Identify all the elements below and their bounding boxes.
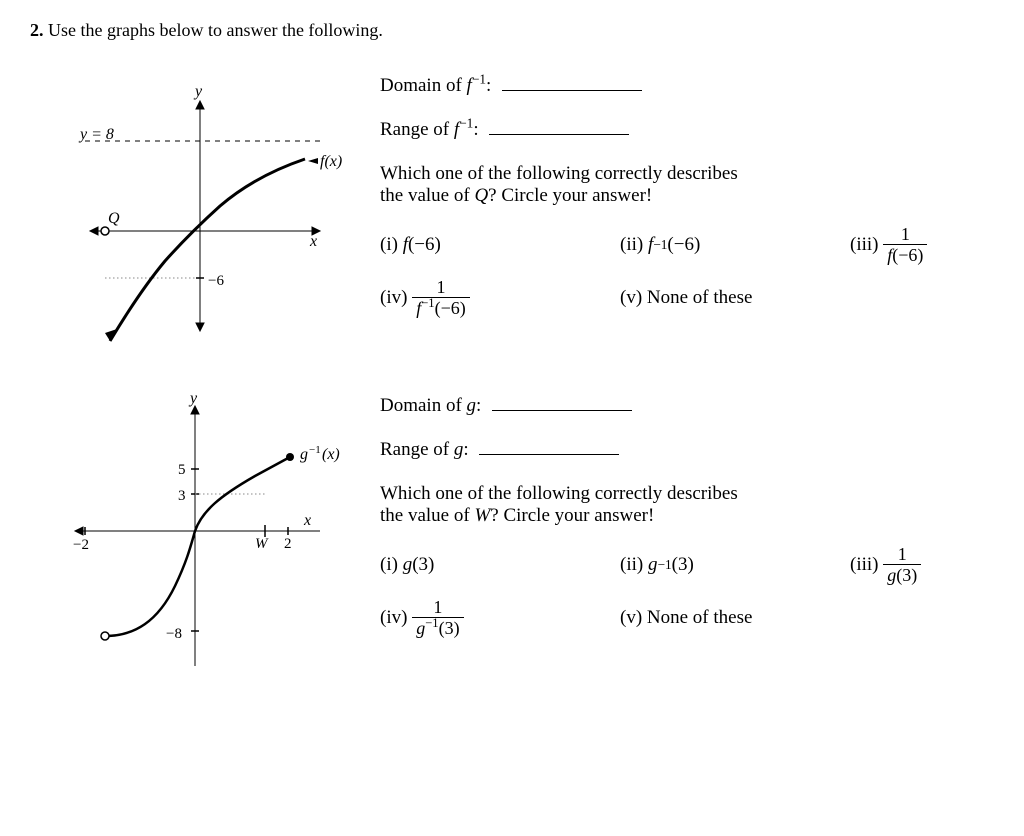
choice-iii[interactable]: (iii) 1 f(−6) (850, 225, 957, 278)
part1-text: Domain of f−1: Range of f−1: Which one o… (370, 71, 994, 331)
y-axis-label: y (193, 83, 203, 100)
mc-line2b-w: ? Circle your answer! (490, 505, 654, 526)
mc-line1: Which one of the following correctly des… (380, 163, 738, 184)
choice-ii-arg: (−6) (667, 234, 700, 256)
mc-line2b: ? Circle your answer! (488, 185, 652, 206)
choice-w-v[interactable]: (v) None of these (620, 598, 782, 651)
curve-label-g: g (300, 446, 308, 463)
domain-prompt-f: Domain of f−1: (380, 71, 994, 97)
graph-f: y x y = 8 f(x) Q −6 (30, 71, 370, 351)
curve-label-g-arg: (x) (322, 446, 340, 463)
choice-iii-frac: 1 f(−6) (883, 225, 927, 264)
tick-2: 2 (284, 536, 292, 552)
choice-w-i[interactable]: (i) g(3) (380, 545, 620, 598)
choice-iii-label: (iii) (850, 234, 879, 256)
x-axis-label: x (309, 233, 317, 250)
frac-num: 1 (883, 545, 921, 565)
choice-i-arg: (−6) (408, 234, 441, 256)
frac-den: f−1(−6) (412, 298, 470, 317)
choice-ii-label: (ii) (620, 554, 643, 576)
graph-f-svg: y x y = 8 f(x) Q −6 (30, 71, 350, 351)
choice-iii-frac: 1 g(3) (883, 545, 921, 584)
choice-w-ii[interactable]: (ii) g−1(3) (620, 545, 850, 598)
x-axis-label-g: x (303, 512, 311, 529)
question-header: 2. Use the graphs below to answer the fo… (30, 20, 994, 41)
choice-v[interactable]: (v) None of these (620, 278, 782, 331)
frac-num: 1 (412, 278, 470, 298)
choice-iii-label: (iii) (850, 554, 879, 576)
frac-den: g(3) (883, 565, 921, 584)
frac-num: 1 (883, 225, 927, 245)
choice-i[interactable]: (i) f(−6) (380, 225, 620, 278)
asymptote-label: y = 8 (78, 126, 114, 143)
mc-line2a: the value of (380, 185, 474, 206)
blank-line (502, 71, 642, 91)
domain-label-g: Domain of (380, 395, 467, 416)
range-label: Range of (380, 119, 454, 140)
point-q-label: Q (108, 210, 120, 227)
frac-den: f(−6) (883, 245, 927, 264)
tick-5: 5 (178, 462, 186, 478)
choice-ii-label: (ii) (620, 234, 643, 256)
tick-m8: −8 (166, 626, 182, 642)
range-prompt-g: Range of g: (380, 435, 994, 461)
tick-minus6: −6 (208, 273, 224, 289)
part2-text: Domain of g: Range of g: Which one of th… (370, 391, 994, 651)
choice-v-text: None of these (647, 607, 753, 629)
choice-ii-f: g (648, 554, 658, 576)
frac-den: g−1(3) (412, 618, 463, 637)
choice-i-f: g (403, 554, 413, 576)
blank-line (492, 391, 632, 411)
y-axis-label-g: y (188, 391, 198, 407)
curve-label-f: f(x) (320, 153, 342, 170)
mc-var-q: Q (474, 185, 488, 206)
domain-label: Domain of (380, 75, 467, 96)
choice-i-label: (i) (380, 554, 398, 576)
choice-iv-frac: 1 f−1(−6) (412, 278, 470, 317)
choice-v-text: None of these (647, 287, 753, 309)
choices-w: (i) g(3) (ii) g−1(3) (iii) 1 g(3) (iv) 1… (380, 545, 994, 651)
choice-ii[interactable]: (ii) f−1(−6) (620, 225, 850, 278)
choice-v-label: (v) (620, 287, 642, 309)
domain-prompt-g: Domain of g: (380, 391, 994, 417)
mc-prompt-w: Which one of the following correctly des… (380, 483, 994, 527)
range-label-g: Range of (380, 439, 454, 460)
part-2: y x 5 3 −8 2 W −2 g −1 (x) Domain of g: … (30, 391, 994, 691)
choice-ii-arg: (3) (672, 554, 694, 576)
tick-3: 3 (178, 488, 186, 504)
choices-q: (i) f(−6) (ii) f−1(−6) (iii) 1 f(−6) (iv… (380, 225, 994, 331)
choice-iv[interactable]: (iv) 1 f−1(−6) (380, 278, 620, 331)
choice-w-iii[interactable]: (iii) 1 g(3) (850, 545, 951, 598)
choice-iv-label: (iv) (380, 607, 407, 629)
mc-line2a-w: the value of (380, 505, 474, 526)
point-w-label: W (255, 536, 269, 552)
mc-line1-w: Which one of the following correctly des… (380, 483, 738, 504)
range-prompt-f: Range of f−1: (380, 115, 994, 141)
graph-g-svg: y x 5 3 −8 2 W −2 g −1 (x) (30, 391, 350, 691)
part-1: y x y = 8 f(x) Q −6 Domain of f−1: Range… (30, 71, 994, 351)
frac-num: 1 (412, 598, 463, 618)
question-text: Use the graphs below to answer the follo… (48, 20, 383, 40)
curve-label-g-sup: −1 (309, 444, 321, 456)
choice-v-label: (v) (620, 607, 642, 629)
domain-g: g (467, 395, 477, 416)
question-number: 2. (30, 20, 44, 40)
choice-i-arg: (3) (412, 554, 434, 576)
tick-m2: −2 (73, 537, 89, 553)
choice-iv-label: (iv) (380, 287, 407, 309)
mc-var-w: W (474, 505, 490, 526)
choice-w-iv[interactable]: (iv) 1 g−1(3) (380, 598, 620, 651)
graph-g: y x 5 3 −8 2 W −2 g −1 (x) (30, 391, 370, 691)
mc-prompt-q: Which one of the following correctly des… (380, 163, 994, 207)
blank-line (479, 435, 619, 455)
choice-i-label: (i) (380, 234, 398, 256)
choice-iv-frac: 1 g−1(3) (412, 598, 463, 637)
range-g: g (454, 439, 464, 460)
blank-line (489, 115, 629, 135)
